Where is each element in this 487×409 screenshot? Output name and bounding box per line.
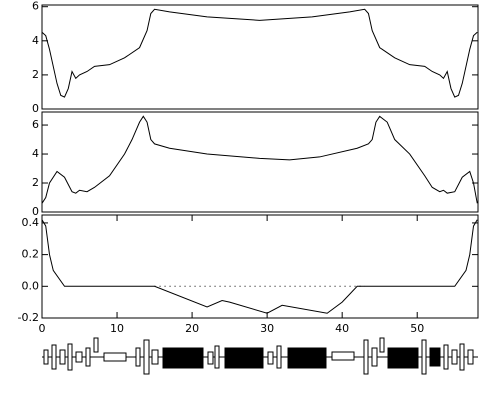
element bbox=[214, 345, 220, 369]
dipole bbox=[287, 347, 327, 369]
element bbox=[93, 337, 99, 353]
element bbox=[135, 347, 141, 367]
element bbox=[75, 351, 83, 363]
element bbox=[451, 349, 458, 365]
element bbox=[331, 351, 355, 361]
series-line bbox=[41, 115, 478, 204]
element bbox=[207, 351, 214, 365]
element bbox=[467, 349, 474, 365]
x-tick-label: 30 bbox=[260, 322, 274, 335]
x-tick-label: 50 bbox=[410, 322, 424, 335]
element bbox=[51, 344, 57, 370]
y-tick-label: 0 bbox=[32, 102, 39, 115]
y-tick-label: 4 bbox=[32, 34, 39, 47]
element bbox=[103, 352, 127, 362]
element bbox=[67, 343, 73, 371]
x-tick-label: 0 bbox=[39, 322, 46, 335]
element bbox=[59, 349, 66, 365]
element bbox=[443, 344, 449, 370]
y-tick-label: -0.2 bbox=[18, 311, 39, 324]
y-tick-label: 6 bbox=[32, 118, 39, 131]
plot-frame bbox=[41, 111, 479, 213]
plot-frame bbox=[41, 4, 479, 110]
y-tick-label: 0.4 bbox=[22, 216, 40, 229]
y-tick-label: 2 bbox=[32, 176, 39, 189]
y-tick-label: 4 bbox=[32, 147, 39, 160]
y-tick-label: 0.0 bbox=[22, 279, 40, 292]
element bbox=[459, 343, 465, 371]
element bbox=[151, 349, 159, 365]
x-tick-label: 10 bbox=[110, 322, 124, 335]
element bbox=[421, 339, 427, 375]
element bbox=[363, 339, 369, 375]
y-tick-label: 0 bbox=[32, 205, 39, 218]
element bbox=[379, 337, 385, 353]
lattice-layout bbox=[42, 337, 478, 375]
x-tick-label: 40 bbox=[335, 322, 349, 335]
plot-frame bbox=[41, 214, 479, 319]
element bbox=[276, 345, 282, 369]
series-line bbox=[41, 219, 478, 314]
dipole bbox=[224, 347, 264, 369]
element bbox=[43, 349, 49, 365]
element bbox=[371, 347, 378, 367]
dipole bbox=[387, 347, 419, 369]
dipole bbox=[162, 347, 204, 369]
x-tick-label: 20 bbox=[185, 322, 199, 335]
series-line bbox=[41, 8, 478, 98]
dipole bbox=[429, 347, 441, 367]
element bbox=[85, 347, 91, 367]
y-tick-label: 2 bbox=[32, 68, 39, 81]
element bbox=[267, 351, 274, 365]
element bbox=[143, 339, 150, 375]
y-tick-label: 0.2 bbox=[22, 248, 40, 261]
y-tick-label: 6 bbox=[32, 0, 39, 13]
